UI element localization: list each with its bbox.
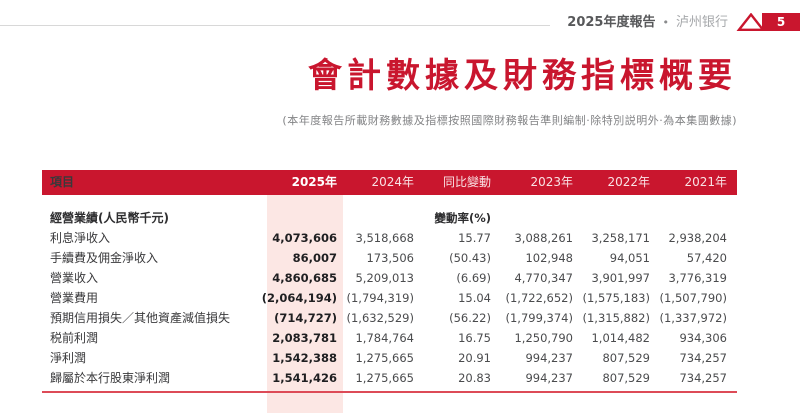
page-subtitle: (本年度報告所載財務數據及指標按照國際財務報告準則編制·除特別説明外·為本集團數…: [282, 114, 737, 127]
row-value: 1,784,764: [355, 331, 414, 345]
row-value: (50.43): [449, 251, 491, 265]
row-label: 税前利潤: [50, 331, 99, 345]
row-value: 4,073,606: [272, 231, 337, 245]
section-label: 經營業績(人民幣千元): [50, 211, 169, 225]
row-value: (1,794,319): [346, 291, 414, 305]
header-rule-line: [0, 25, 550, 26]
report-title-text: 2025年度報告: [567, 15, 656, 30]
running-header: 2025年度報告 • 泸州银行: [567, 14, 728, 31]
triangle-icon: [736, 13, 766, 31]
table-row: 手續費及佣金淨收入 86,007 173,506 (50.43) 102,948 94,0…: [42, 248, 737, 268]
row-value: 1,541,426: [272, 371, 337, 385]
column-header-year: 2023年: [530, 175, 573, 189]
column-header-year: 2021年: [684, 175, 727, 189]
row-value: 4,770,347: [514, 271, 573, 285]
page-number-badge: 5: [762, 13, 800, 31]
row-value: (1,337,972): [659, 311, 727, 325]
row-value: 994,237: [525, 371, 573, 385]
row-value: (1,632,529): [346, 311, 414, 325]
table-bottom-rule: [42, 391, 737, 393]
table-row: 預期信用損失／其他資產減值損失 (714,727) (1,632,529) (56.2…: [42, 308, 737, 328]
current-year-column-highlight: [267, 195, 343, 413]
table-row: 淨利潤 1,542,388 1,275,665 20.91 994,237 807,529…: [42, 348, 737, 368]
table-row: 利息淨收入 4,073,606 3,518,668 15.77 3,088,261 3,2…: [42, 228, 737, 248]
row-value: 1,250,790: [514, 331, 573, 345]
column-header-item: 項目: [50, 175, 75, 189]
row-label: 歸屬於本行股東淨利潤: [50, 371, 171, 385]
column-header-year: 2024年: [371, 175, 414, 189]
row-value: (6.69): [456, 271, 491, 285]
row-value: 4,860,685: [272, 271, 337, 285]
row-value: 807,529: [602, 351, 650, 365]
table-row: 税前利潤 2,083,781 1,784,764 16.75 1,250,790 1,01…: [42, 328, 737, 348]
bank-name-text: 泸州银行: [675, 15, 728, 30]
row-value: 3,518,668: [355, 231, 414, 245]
row-value: 102,948: [525, 251, 573, 265]
column-header-year: 2025年: [291, 175, 337, 189]
row-value: 20.91: [458, 351, 491, 365]
row-value: (1,315,882): [582, 311, 650, 325]
row-value: 2,938,204: [668, 231, 727, 245]
row-value: 3,901,997: [591, 271, 650, 285]
row-label: 利息淨收入: [50, 231, 111, 245]
table-row: 營業費用 (2,064,194) (1,794,319) 15.04 (1,722,65…: [42, 288, 737, 308]
row-value: 173,506: [366, 251, 414, 265]
table-header-row: 項目 2025年 2024年 同比變動 2023年 2022年 2021年: [42, 170, 737, 195]
row-value: 3,258,171: [591, 231, 650, 245]
table-row: 營業收入 4,860,685 5,209,013 (6.69) 4,770,347 3,9…: [42, 268, 737, 288]
row-value: (1,722,652): [505, 291, 573, 305]
row-value: 20.83: [458, 371, 491, 385]
row-label: 淨利潤: [50, 351, 87, 365]
row-value: (2,064,194): [261, 291, 337, 305]
row-label: 預期信用損失／其他資產減值損失: [50, 311, 231, 325]
row-label: 營業收入: [50, 271, 99, 285]
row-label: 手續費及佣金淨收入: [50, 251, 159, 265]
page-title: 會計數據及財務指標概要: [308, 56, 737, 96]
row-value: 15.77: [458, 231, 491, 245]
financial-summary-table: 項目 2025年 2024年 同比變動 2023年 2022年 2021年 經營業績(人民幣…: [42, 170, 737, 393]
row-value: (56.22): [449, 311, 491, 325]
table-section-row: 經營業績(人民幣千元) 變動率(%): [42, 208, 737, 228]
table-rows: 利息淨收入 4,073,606 3,518,668 15.77 3,088,261 3,2…: [42, 228, 737, 388]
row-value: 1,275,665: [355, 351, 414, 365]
row-value: 734,257: [679, 371, 727, 385]
row-value: 807,529: [602, 371, 650, 385]
row-value: 934,306: [679, 331, 727, 345]
row-value: 5,209,013: [355, 271, 414, 285]
row-value: (714,727): [274, 311, 337, 325]
row-label: 營業費用: [50, 291, 99, 305]
table-body: 經營業績(人民幣千元) 變動率(%) 利息淨收入 4,073,606 3,518,6…: [42, 208, 737, 388]
row-value: 3,776,319: [668, 271, 727, 285]
row-value: 94,051: [609, 251, 650, 265]
row-value: 1,542,388: [272, 351, 337, 365]
column-header-year: 同比變動: [442, 175, 491, 189]
row-value: 994,237: [525, 351, 573, 365]
bullet-separator-icon: •: [662, 16, 669, 29]
row-value: (1,575,183): [582, 291, 650, 305]
row-value: 3,088,261: [514, 231, 573, 245]
row-value: (1,507,790): [659, 291, 727, 305]
row-value: 15.04: [458, 291, 491, 305]
table-row: 歸屬於本行股東淨利潤 1,541,426 1,275,665 20.83 994,237…: [42, 368, 737, 388]
row-value: 1,014,482: [591, 331, 650, 345]
row-value: 2,083,781: [272, 331, 337, 345]
column-header-year: 2022年: [607, 175, 650, 189]
row-value: 57,420: [686, 251, 727, 265]
row-value: 86,007: [292, 251, 337, 265]
row-value: 16.75: [458, 331, 491, 345]
row-value: 734,257: [679, 351, 727, 365]
row-value: (1,799,374): [505, 311, 573, 325]
row-value: 1,275,665: [355, 371, 414, 385]
variation-rate-header: 變動率(%): [434, 211, 491, 225]
